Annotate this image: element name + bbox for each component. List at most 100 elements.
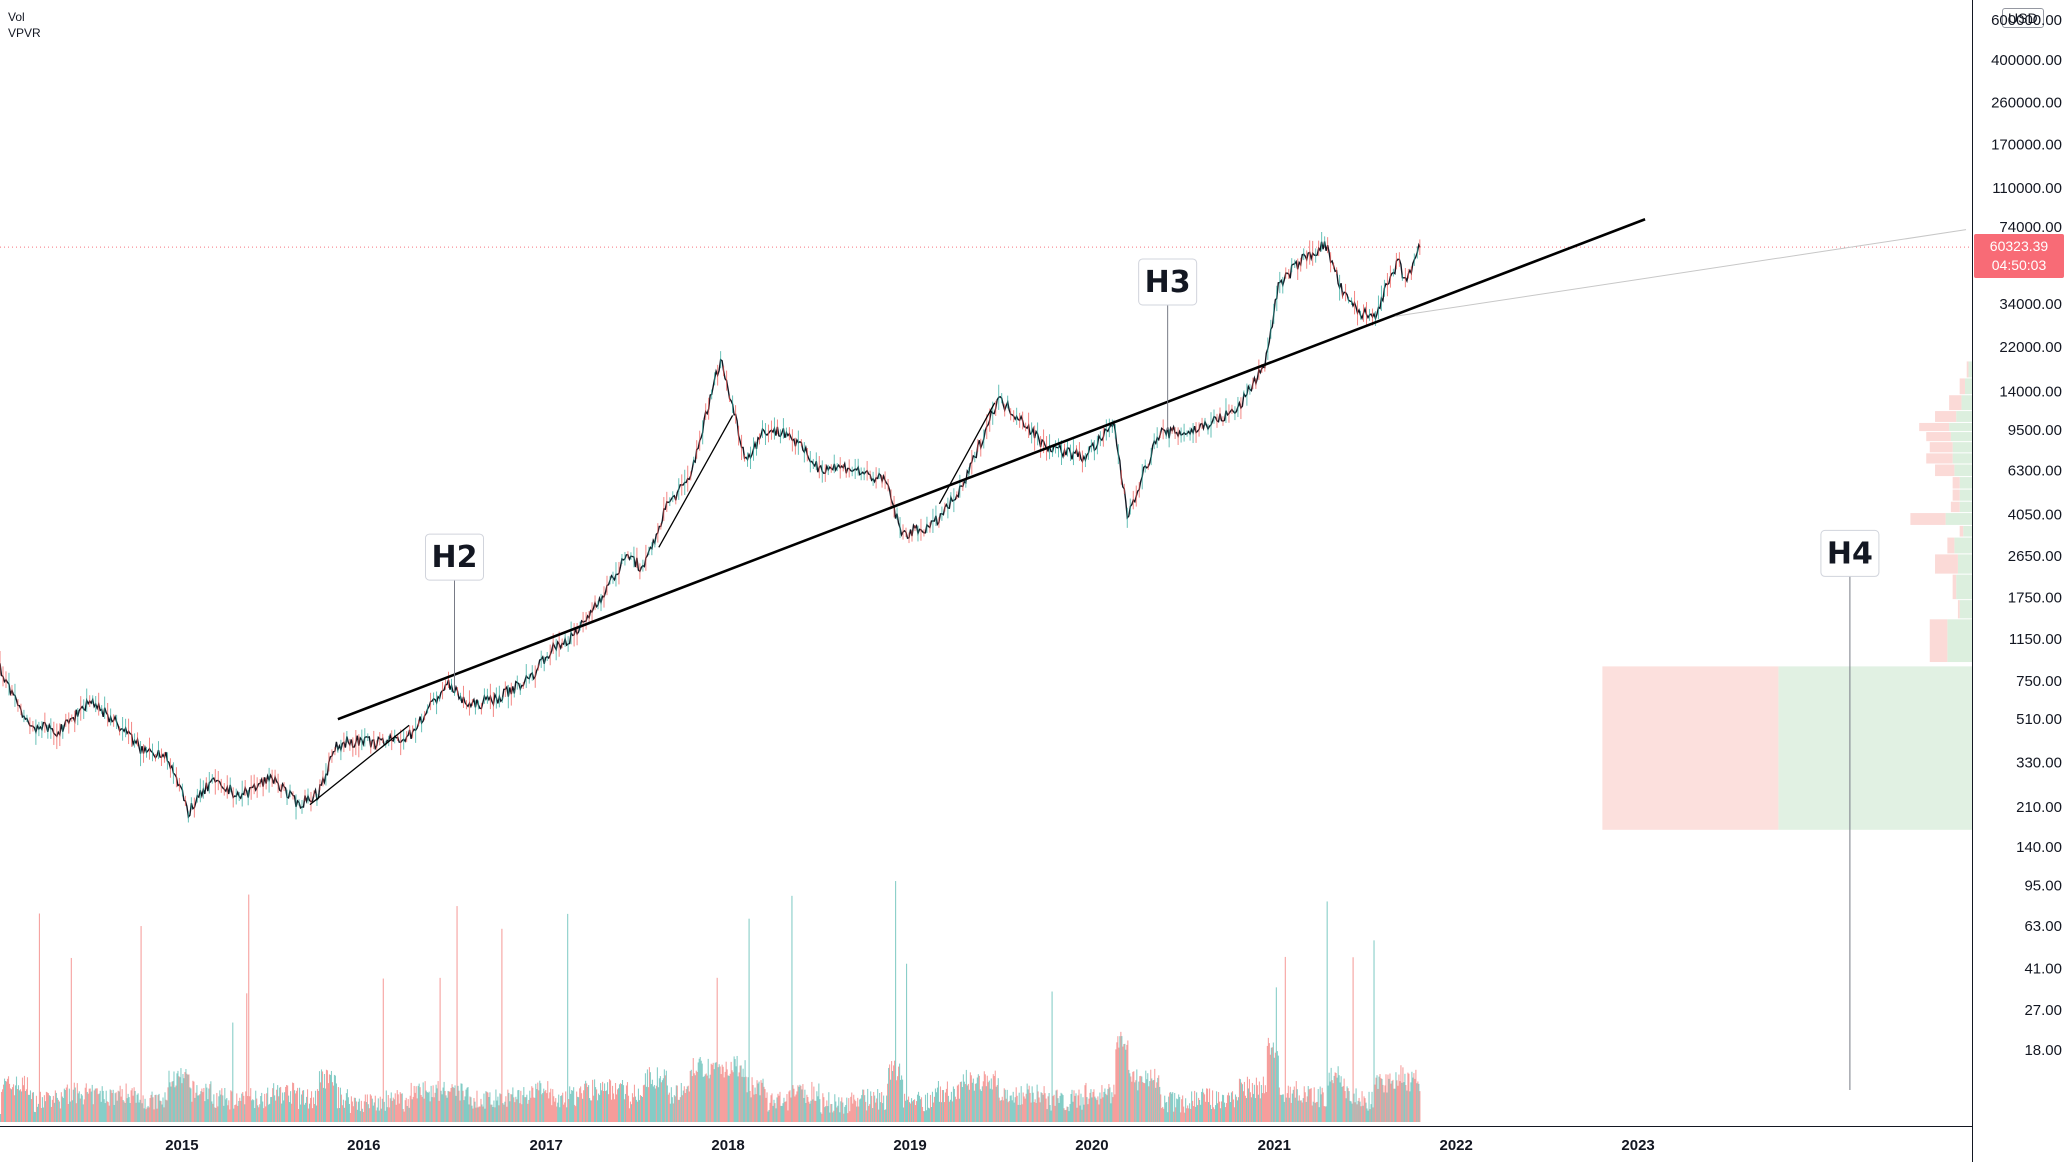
volume-bar [1112, 1097, 1114, 1122]
volume-bar [497, 1096, 499, 1122]
volume-bar [519, 1103, 521, 1122]
volume-bar [664, 1075, 666, 1122]
volume-bar [1088, 1098, 1090, 1122]
volume-bar [1258, 1081, 1260, 1122]
volume-bar [1035, 1102, 1037, 1122]
volume-bar [516, 1099, 518, 1122]
volume-bar [798, 1086, 800, 1122]
volume-bar [252, 1099, 254, 1122]
volume-bar [276, 1089, 278, 1122]
volume-bar [1272, 1042, 1274, 1122]
volume-bar [2, 1084, 5, 1122]
volume-bar [421, 1096, 423, 1122]
volume-bar [363, 1101, 365, 1122]
volume-bar [414, 1092, 416, 1122]
volume-bar [1007, 1102, 1009, 1122]
volume-bar [487, 1092, 489, 1122]
volume-bar [557, 1102, 559, 1122]
volume-bar [672, 1103, 674, 1122]
volume-bar [1029, 1092, 1031, 1122]
volume-bar [1051, 991, 1053, 1122]
volume-bar [137, 1093, 139, 1122]
volume-bar [1231, 1091, 1234, 1122]
volume-bar [813, 1086, 815, 1122]
volume-bar [1237, 1097, 1240, 1122]
volume-bar [400, 1093, 402, 1122]
volume-bar [1276, 1051, 1278, 1122]
volume-bar [677, 1099, 679, 1122]
volume-bar [44, 1101, 46, 1122]
volume-bar [690, 1069, 692, 1122]
volume-bar [303, 1104, 306, 1122]
volume-bar [54, 1090, 56, 1122]
volume-bar [1052, 1096, 1054, 1122]
volume-bar [58, 1101, 60, 1122]
volume-bar [1273, 1057, 1275, 1122]
volume-bar [419, 1087, 421, 1122]
volume-bar [340, 1094, 342, 1122]
price-axis[interactable] [1972, 0, 2070, 1162]
volume-bar [536, 1089, 538, 1122]
volume-bar [451, 1084, 453, 1122]
volume-bar [148, 1107, 150, 1122]
volume-bar [1100, 1098, 1102, 1122]
volume-bar [791, 895, 793, 1122]
volume-bar [855, 1101, 857, 1122]
volume-bar [98, 1093, 100, 1122]
volume-bar [1326, 901, 1328, 1122]
volume-bar [767, 1111, 769, 1122]
legend-vpvr[interactable]: VPVR [8, 26, 41, 40]
volume-bar [598, 1093, 600, 1122]
volume-bar [17, 1085, 20, 1122]
volume-bar [747, 1077, 749, 1122]
volume-bar [1087, 1104, 1089, 1122]
volume-bar [995, 1086, 997, 1122]
volume-bar [1266, 1045, 1268, 1122]
volume-bar [1053, 1094, 1055, 1122]
volume-bar [1077, 1095, 1079, 1122]
volume-bar [517, 1090, 519, 1122]
volume-bar [635, 1099, 638, 1122]
volume-bar [1001, 1096, 1003, 1122]
volume-bar [548, 1098, 550, 1122]
volume-bar [480, 1098, 482, 1122]
volume-bar [74, 1087, 76, 1122]
volume-bar [901, 1075, 903, 1122]
volume-bar [338, 1107, 340, 1122]
currency-badge[interactable]: USD [2002, 8, 2044, 28]
volume-bar [1389, 1073, 1391, 1122]
volume-bar [281, 1103, 283, 1122]
volume-bar [1305, 1101, 1307, 1122]
legend-vol[interactable]: Vol [8, 10, 25, 24]
volume-bar [1316, 1101, 1318, 1122]
volume-bar [1304, 1092, 1306, 1122]
volume-bar [304, 1102, 307, 1122]
vp-buy-bar [1959, 600, 1972, 619]
volume-bar [361, 1108, 363, 1122]
volume-bar [297, 1087, 299, 1122]
volume-bar [1054, 1105, 1056, 1122]
volume-bar [576, 1091, 578, 1122]
time-axis[interactable] [0, 1126, 1972, 1163]
volume-bar [445, 1095, 447, 1122]
volume-bar [945, 1088, 947, 1122]
volume-bar [38, 913, 40, 1122]
volume-bar [1283, 1101, 1285, 1122]
volume-bar [10, 1089, 13, 1122]
volume-bar [1186, 1108, 1188, 1122]
volume-bar [370, 1095, 372, 1122]
volume-bar [84, 1087, 86, 1122]
volume-bar [1265, 1092, 1267, 1122]
volume-bar [771, 1093, 773, 1122]
volume-bar [387, 1095, 389, 1122]
volume-bar [801, 1089, 803, 1122]
volume-bar [66, 1084, 68, 1122]
volume-bar [1400, 1065, 1402, 1122]
volume-bar [1312, 1101, 1314, 1122]
volume-bar [1410, 1082, 1412, 1122]
volume-bar [29, 1090, 32, 1122]
volume-bar [577, 1096, 579, 1122]
volume-bar [144, 1098, 146, 1122]
